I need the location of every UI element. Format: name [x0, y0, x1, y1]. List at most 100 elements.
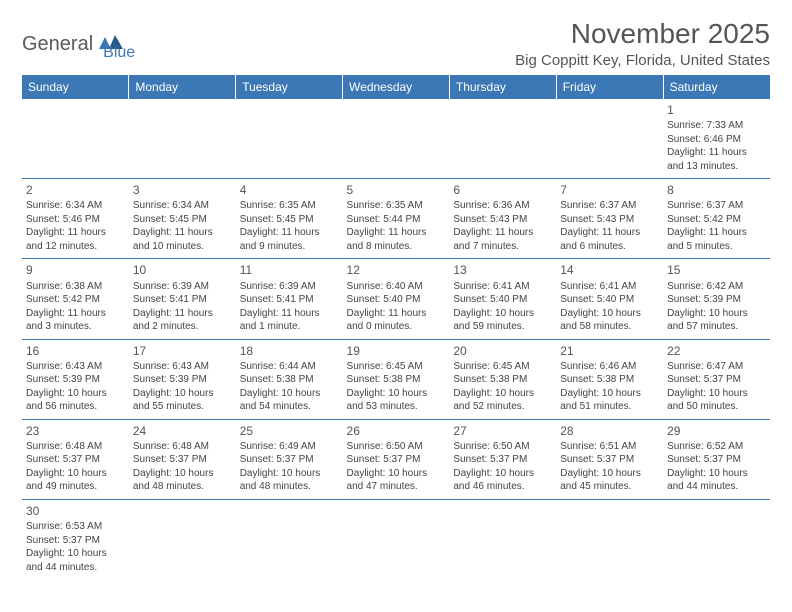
calendar-cell	[556, 499, 663, 579]
month-title: November 2025	[515, 18, 770, 50]
sunrise-text: Sunrise: 6:52 AM	[667, 440, 766, 454]
calendar-cell: 7Sunrise: 6:37 AMSunset: 5:43 PMDaylight…	[556, 179, 663, 259]
sunrise-text: Sunrise: 6:40 AM	[347, 280, 446, 294]
calendar-cell	[449, 99, 556, 179]
daylight-text: Daylight: 11 hours and 8 minutes.	[347, 226, 446, 253]
calendar-cell: 14Sunrise: 6:41 AMSunset: 5:40 PMDayligh…	[556, 259, 663, 339]
sunrise-text: Sunrise: 6:34 AM	[133, 199, 232, 213]
daylight-text: Daylight: 10 hours and 57 minutes.	[667, 307, 766, 334]
sunset-text: Sunset: 5:37 PM	[26, 534, 125, 548]
sunrise-text: Sunrise: 6:39 AM	[240, 280, 339, 294]
daylight-text: Daylight: 11 hours and 10 minutes.	[133, 226, 232, 253]
daylight-text: Daylight: 11 hours and 2 minutes.	[133, 307, 232, 334]
daylight-text: Daylight: 11 hours and 7 minutes.	[453, 226, 552, 253]
sunrise-text: Sunrise: 6:53 AM	[26, 520, 125, 534]
sunrise-text: Sunrise: 6:36 AM	[453, 199, 552, 213]
logo-text-general: General	[22, 33, 93, 56]
daylight-text: Daylight: 10 hours and 44 minutes.	[26, 547, 125, 574]
daylight-text: Daylight: 11 hours and 13 minutes.	[667, 146, 766, 173]
sunset-text: Sunset: 5:37 PM	[560, 453, 659, 467]
day-number: 30	[26, 503, 125, 519]
day-number: 1	[667, 102, 766, 118]
sunset-text: Sunset: 5:37 PM	[26, 453, 125, 467]
calendar-cell: 30Sunrise: 6:53 AMSunset: 5:37 PMDayligh…	[22, 499, 129, 579]
logo-text-blue: Blue	[103, 44, 135, 62]
day-number: 22	[667, 343, 766, 359]
sunset-text: Sunset: 5:37 PM	[240, 453, 339, 467]
sunset-text: Sunset: 5:41 PM	[133, 293, 232, 307]
daylight-text: Daylight: 10 hours and 44 minutes.	[667, 467, 766, 494]
day-number: 26	[347, 423, 446, 439]
calendar-cell	[22, 99, 129, 179]
day-number: 25	[240, 423, 339, 439]
calendar-cell: 28Sunrise: 6:51 AMSunset: 5:37 PMDayligh…	[556, 419, 663, 499]
calendar-cell: 22Sunrise: 6:47 AMSunset: 5:37 PMDayligh…	[663, 339, 770, 419]
daylight-text: Daylight: 10 hours and 52 minutes.	[453, 387, 552, 414]
logo: General Blue	[22, 26, 135, 62]
calendar-cell: 4Sunrise: 6:35 AMSunset: 5:45 PMDaylight…	[236, 179, 343, 259]
calendar-row: 23Sunrise: 6:48 AMSunset: 5:37 PMDayligh…	[22, 419, 770, 499]
day-number: 29	[667, 423, 766, 439]
calendar-cell: 29Sunrise: 6:52 AMSunset: 5:37 PMDayligh…	[663, 419, 770, 499]
sunset-text: Sunset: 5:37 PM	[667, 373, 766, 387]
sunset-text: Sunset: 5:37 PM	[667, 453, 766, 467]
day-number: 9	[26, 262, 125, 278]
day-number: 20	[453, 343, 552, 359]
sunset-text: Sunset: 5:38 PM	[240, 373, 339, 387]
sunset-text: Sunset: 5:37 PM	[347, 453, 446, 467]
weekday-header-row: Sunday Monday Tuesday Wednesday Thursday…	[22, 75, 770, 99]
calendar-row: 9 Sunrise: 6:38 AMSunset: 5:42 PM Daylight…	[22, 259, 770, 339]
calendar-cell: 16Sunrise: 6:43 AMSunset: 5:39 PMDayligh…	[22, 339, 129, 419]
sunset-text: Sunset: 5:38 PM	[347, 373, 446, 387]
weekday-header: Saturday	[663, 75, 770, 99]
daylight-text: Daylight: 10 hours and 58 minutes.	[560, 307, 659, 334]
sunset-text: Sunset: 5:38 PM	[453, 373, 552, 387]
calendar-row: 16Sunrise: 6:43 AMSunset: 5:39 PMDayligh…	[22, 339, 770, 419]
weekday-header: Sunday	[22, 75, 129, 99]
calendar-cell	[343, 499, 450, 579]
day-number: 19	[347, 343, 446, 359]
calendar-cell: 9Sunrise: 6:38 AMSunset: 5:42 PMDaylight…	[22, 259, 129, 339]
calendar-cell	[236, 99, 343, 179]
sunset-text: Sunset: 5:39 PM	[133, 373, 232, 387]
calendar-cell	[236, 499, 343, 579]
calendar-cell: 15Sunrise: 6:42 AMSunset: 5:39 PMDayligh…	[663, 259, 770, 339]
sunrise-text: Sunrise: 6:42 AM	[667, 280, 766, 294]
daylight-text: Daylight: 10 hours and 50 minutes.	[667, 387, 766, 414]
daylight-text: Daylight: 10 hours and 49 minutes.	[26, 467, 125, 494]
day-number: 17	[133, 343, 232, 359]
day-number: 10	[133, 262, 232, 278]
sunrise-text: Sunrise: 6:37 AM	[560, 199, 659, 213]
calendar-cell: 19Sunrise: 6:45 AMSunset: 5:38 PMDayligh…	[343, 339, 450, 419]
day-number: 13	[453, 262, 552, 278]
sunset-text: Sunset: 5:42 PM	[26, 293, 125, 307]
location: Big Coppitt Key, Florida, United States	[515, 52, 770, 69]
sunset-text: Sunset: 5:40 PM	[453, 293, 552, 307]
daylight-text: Daylight: 11 hours and 12 minutes.	[26, 226, 125, 253]
sunrise-text: Sunrise: 6:47 AM	[667, 360, 766, 374]
daylight-text: Daylight: 10 hours and 51 minutes.	[560, 387, 659, 414]
weekday-header: Wednesday	[343, 75, 450, 99]
calendar-row: 1Sunrise: 7:33 AMSunset: 6:46 PMDaylight…	[22, 99, 770, 179]
calendar-row: 30Sunrise: 6:53 AMSunset: 5:37 PMDayligh…	[22, 499, 770, 579]
sunrise-text: Sunrise: 7:33 AM	[667, 119, 766, 133]
daylight-text: Daylight: 10 hours and 59 minutes.	[453, 307, 552, 334]
sunrise-text: Sunrise: 6:45 AM	[347, 360, 446, 374]
day-number: 27	[453, 423, 552, 439]
calendar-cell: 27Sunrise: 6:50 AMSunset: 5:37 PMDayligh…	[449, 419, 556, 499]
day-number: 4	[240, 182, 339, 198]
sunset-text: Sunset: 5:45 PM	[240, 213, 339, 227]
sunrise-text: Sunrise: 6:48 AM	[26, 440, 125, 454]
sunrise-text: Sunrise: 6:45 AM	[453, 360, 552, 374]
sunrise-text: Sunrise: 6:38 AM	[26, 280, 125, 294]
day-number: 12	[347, 262, 446, 278]
sunrise-text: Sunrise: 6:43 AM	[133, 360, 232, 374]
sunset-text: Sunset: 5:40 PM	[560, 293, 659, 307]
day-number: 6	[453, 182, 552, 198]
sunrise-text: Sunrise: 6:34 AM	[26, 199, 125, 213]
sunrise-text: Sunrise: 6:35 AM	[347, 199, 446, 213]
day-number: 21	[560, 343, 659, 359]
calendar-cell	[129, 499, 236, 579]
day-number: 8	[667, 182, 766, 198]
daylight-text: Daylight: 10 hours and 48 minutes.	[240, 467, 339, 494]
